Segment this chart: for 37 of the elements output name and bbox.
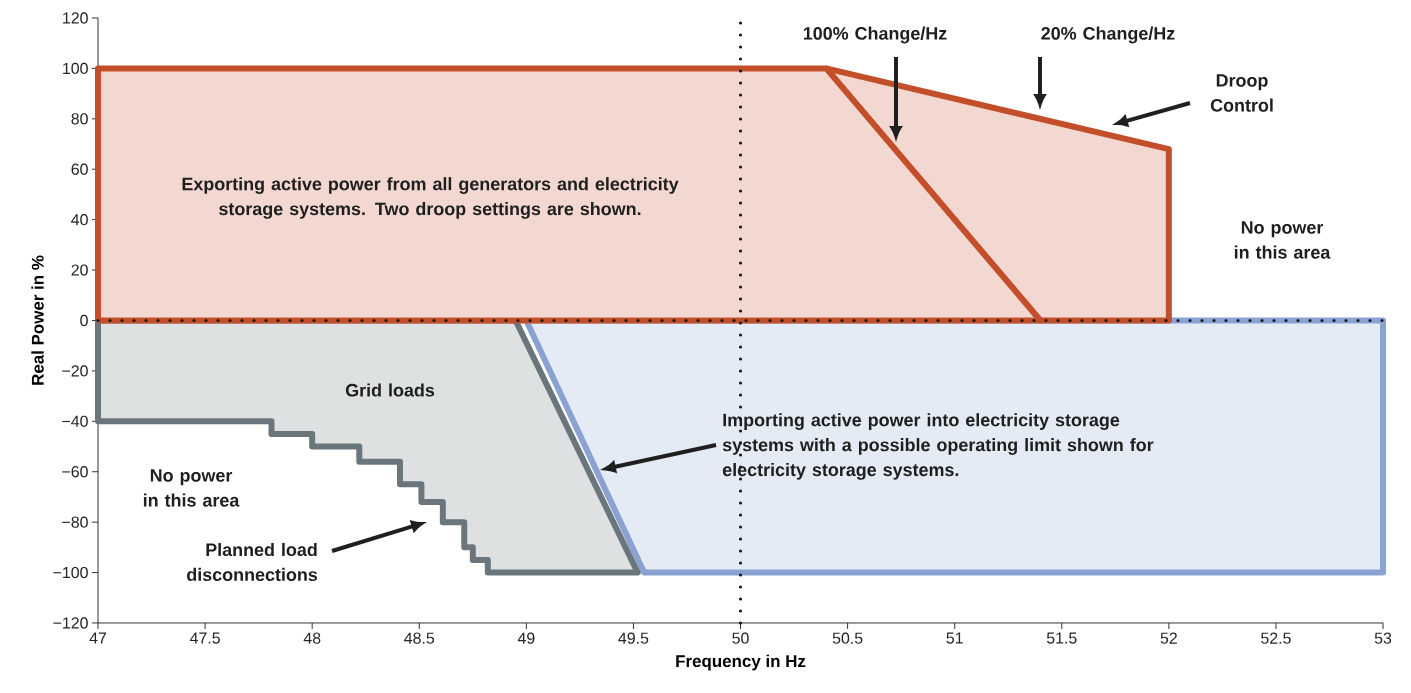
annotation: No power in this area [1234, 221, 1331, 259]
annotation: Importing active power into electricity storage systems with a possible operating limit shown for electricity storage systems. [722, 413, 1154, 480]
y-tick-label: 80 [71, 113, 88, 125]
x-tick-label: 49 [517, 632, 535, 644]
y-tick-label: 100 [63, 62, 88, 75]
y-tick-label: 20 [71, 264, 88, 276]
y-axis-title: Real Power in % [31, 255, 44, 385]
x-tick-label: 51 [946, 632, 963, 644]
y-tick-label: −20 [62, 365, 88, 377]
y-tick-label: −120 [53, 617, 88, 629]
annotation: Planned load disconnections [187, 542, 318, 582]
x-tick-label: 52.5 [1261, 632, 1291, 644]
y-tick-label: 60 [71, 163, 88, 175]
y-tick-label: 40 [71, 214, 88, 226]
x-tick-label: 53 [1374, 632, 1392, 644]
y-tick-label: −40 [62, 415, 88, 427]
annotation: Grid loads [345, 383, 435, 397]
y-tick-label: −60 [62, 466, 88, 478]
annotation: No power in this area [143, 469, 240, 507]
annotation: Droop Control [1210, 74, 1273, 112]
x-tick-label: 51.5 [1046, 632, 1077, 644]
y-tick-label: −100 [53, 566, 88, 579]
annotation: 20% Change/Hz [1041, 26, 1175, 44]
y-tick-label: 0 [80, 314, 88, 327]
x-tick-label: 47 [89, 632, 107, 644]
x-tick-label: 50 [732, 632, 749, 644]
x-tick-label: 47.5 [189, 632, 220, 644]
x-tick-label: 52 [1160, 632, 1177, 644]
x-tick-label: 50.5 [832, 632, 863, 644]
x-tick-label: 48 [303, 632, 321, 644]
y-tick-label: 120 [63, 12, 88, 24]
x-tick-label: 49.5 [618, 632, 649, 644]
x-axis-title: Frequency in Hz [676, 654, 806, 671]
annotation: Exporting active power from all generators and electricity storage systems. Two droop settings are shown. [182, 177, 679, 219]
y-tick-label: −80 [62, 516, 88, 528]
annotation: 100% Change/Hz [803, 26, 947, 44]
x-tick-label: 48.5 [404, 632, 435, 644]
